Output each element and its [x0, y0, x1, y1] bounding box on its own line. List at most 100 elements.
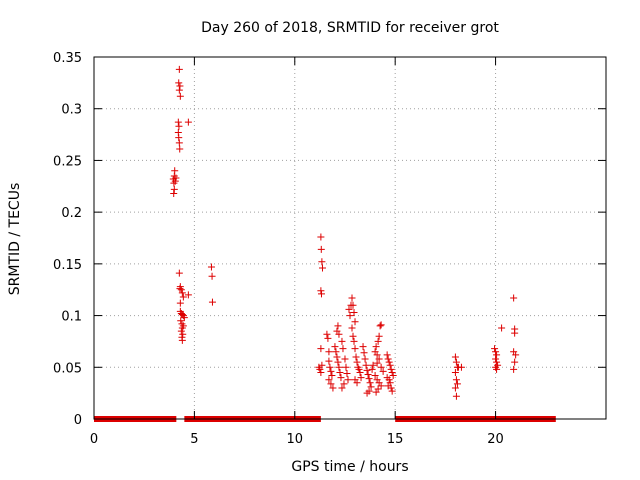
data-point [452, 376, 460, 384]
data-point [176, 92, 184, 100]
data-point [317, 233, 325, 241]
data-point [335, 330, 343, 338]
data-point [178, 324, 186, 332]
data-point [333, 353, 341, 361]
data-points [169, 65, 520, 400]
data-point [351, 345, 359, 353]
data-point [512, 351, 520, 359]
data-point [184, 291, 192, 299]
data-point [175, 79, 183, 87]
data-point [327, 367, 335, 375]
data-point [316, 365, 324, 373]
data-point [171, 167, 179, 175]
data-point [343, 369, 351, 377]
x-tick-label: 20 [487, 432, 504, 447]
data-point [324, 334, 332, 342]
data-point [318, 264, 326, 272]
data-point [326, 363, 334, 371]
data-point [171, 177, 179, 185]
data-point [388, 387, 396, 395]
data-point [383, 374, 391, 382]
data-point [341, 355, 349, 363]
y-tick-label: 0.3 [61, 103, 82, 118]
data-point [451, 353, 459, 361]
data-point [348, 294, 356, 302]
data-point [383, 351, 391, 359]
data-point [349, 301, 357, 309]
data-point [176, 285, 184, 293]
y-tick-label: 0.05 [53, 361, 82, 376]
data-point [350, 308, 358, 316]
data-point [373, 359, 381, 367]
data-point [365, 375, 373, 383]
data-point [175, 134, 183, 142]
data-point [493, 358, 501, 366]
data-point [353, 379, 361, 387]
data-point [384, 382, 392, 390]
data-point [178, 336, 186, 344]
data-point [177, 286, 185, 294]
data-point [327, 380, 335, 388]
y-tick-label: 0.25 [53, 154, 82, 169]
data-point [317, 287, 325, 295]
data-point [372, 388, 380, 396]
data-point [325, 348, 333, 356]
data-point [350, 337, 358, 345]
chart-title: Day 260 of 2018, SRMTID for receiver gro… [201, 20, 499, 36]
data-point [348, 324, 356, 332]
data-point [355, 365, 363, 373]
data-point [387, 365, 395, 373]
data-point [323, 330, 331, 338]
data-point [329, 384, 337, 392]
y-tick-label: 0.15 [53, 258, 82, 273]
data-point [338, 337, 346, 345]
data-point [366, 379, 374, 387]
data-point [379, 367, 387, 375]
data-point [176, 299, 184, 307]
data-point [179, 330, 187, 338]
data-point [377, 382, 385, 390]
data-point [357, 374, 365, 382]
data-point [346, 312, 354, 320]
data-point [386, 361, 394, 369]
data-point [334, 322, 342, 330]
data-point [361, 355, 369, 363]
data-point [356, 368, 364, 376]
data-point [360, 349, 368, 357]
y-tick-label: 0 [74, 413, 82, 428]
x-tick-label: 10 [287, 432, 304, 447]
plot-frame [93, 56, 607, 420]
data-point [170, 190, 178, 198]
y-tick-label: 0.1 [61, 310, 82, 325]
data-point [349, 332, 357, 340]
data-point [452, 392, 460, 400]
data-point [451, 368, 459, 376]
data-point [385, 358, 393, 366]
data-point [369, 361, 377, 369]
data-point [178, 289, 186, 297]
data-point [498, 324, 506, 332]
data-point [175, 86, 183, 94]
x-tick-label: 5 [190, 432, 198, 447]
data-point [317, 345, 325, 353]
data-point [353, 358, 361, 366]
data-point [325, 357, 333, 365]
data-point [371, 372, 379, 380]
data-point [368, 365, 376, 373]
data-point [453, 380, 461, 388]
data-point [338, 384, 346, 392]
data-point [373, 351, 381, 359]
data-point [318, 258, 326, 266]
y-axis-title: SRMTID / TECUs [7, 183, 23, 296]
data-point [493, 365, 501, 373]
data-point [174, 118, 182, 126]
data-point [175, 269, 183, 277]
data-point [510, 365, 518, 373]
data-point [175, 139, 183, 147]
data-point [375, 332, 383, 340]
data-point [375, 355, 383, 363]
data-point [179, 293, 187, 301]
data-point [376, 322, 384, 330]
data-point [510, 294, 518, 302]
